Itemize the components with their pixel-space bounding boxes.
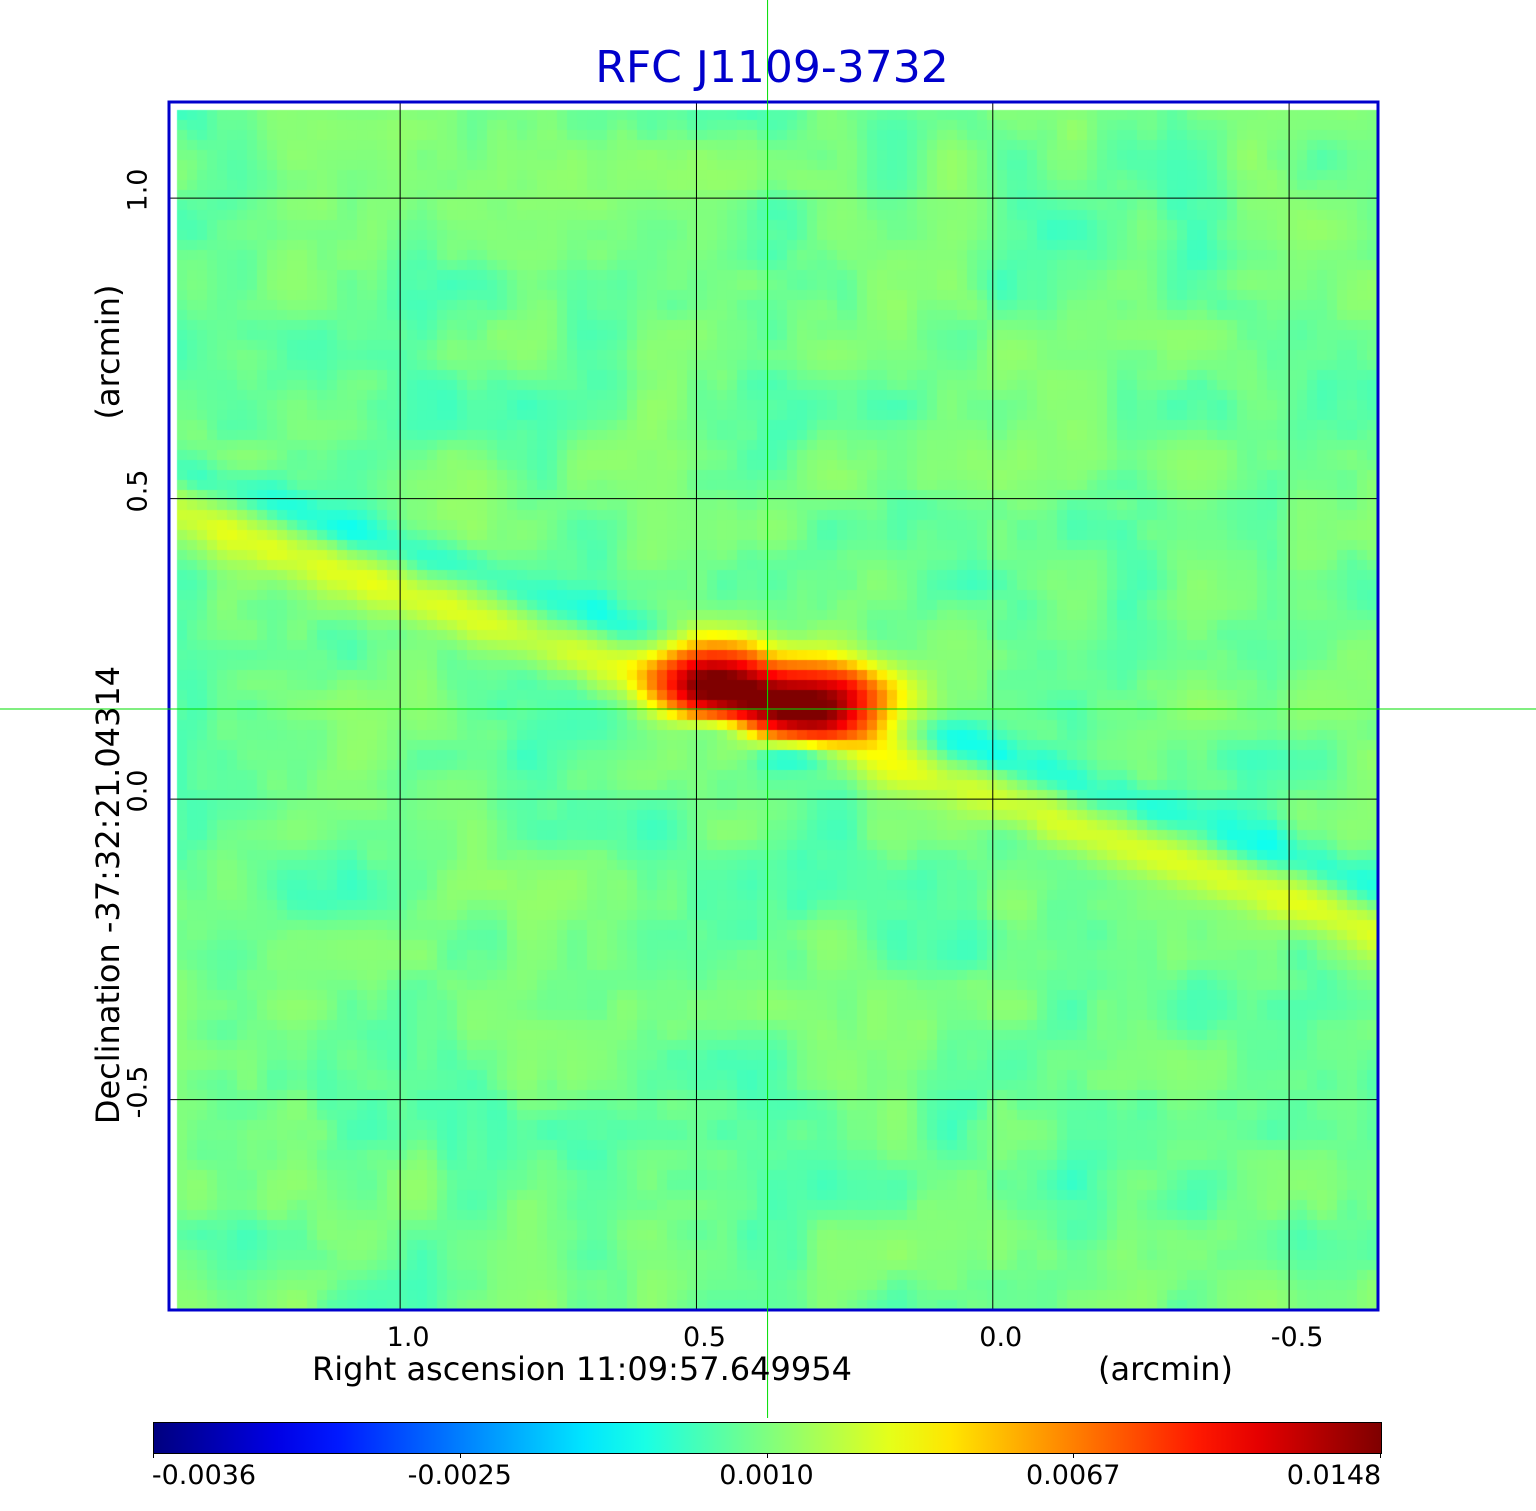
- x-tick-label: 0.5: [682, 1322, 726, 1353]
- colorbar-tick-label: -0.0036: [151, 1460, 257, 1491]
- colorbar-tick-label: 0.0148: [1286, 1460, 1382, 1491]
- colorbar: [153, 1422, 1382, 1454]
- heatmap-image: [169, 102, 1378, 1310]
- x-axis-label: Right ascension 11:09:57.649954: [312, 1350, 852, 1388]
- colorbar-tick-label: 0.0010: [719, 1460, 814, 1491]
- y-tick-label: 1.0: [122, 168, 154, 212]
- colorbar-tick-mark: [459, 1453, 461, 1458]
- x-tick-label: -0.5: [1270, 1322, 1324, 1353]
- plot-frame: [167, 100, 1380, 1312]
- colorbar-tick-label: -0.0025: [407, 1460, 512, 1491]
- x-tick-label: 1.0: [386, 1322, 430, 1353]
- colorbar-tick-mark: [766, 1453, 768, 1458]
- colorbar-tick-mark: [153, 1453, 154, 1458]
- y-tick-label: -0.5: [122, 1065, 154, 1118]
- y-tick-label: 0.0: [122, 769, 154, 813]
- y-tick-label: 0.5: [122, 469, 154, 513]
- colorbar-tick-label: 0.0067: [1026, 1460, 1121, 1491]
- colorbar-tick-mark: [1073, 1453, 1075, 1458]
- chart-title: RFC J1109-3732: [595, 42, 949, 93]
- x-axis-unit: (arcmin): [1098, 1350, 1233, 1388]
- colorbar-tick-mark: [1380, 1453, 1381, 1458]
- x-tick-label: 0.0: [979, 1322, 1023, 1353]
- y-axis-label: Declination -37:32:21.04314: [89, 665, 127, 1125]
- y-axis-unit: (arcmin): [89, 284, 127, 420]
